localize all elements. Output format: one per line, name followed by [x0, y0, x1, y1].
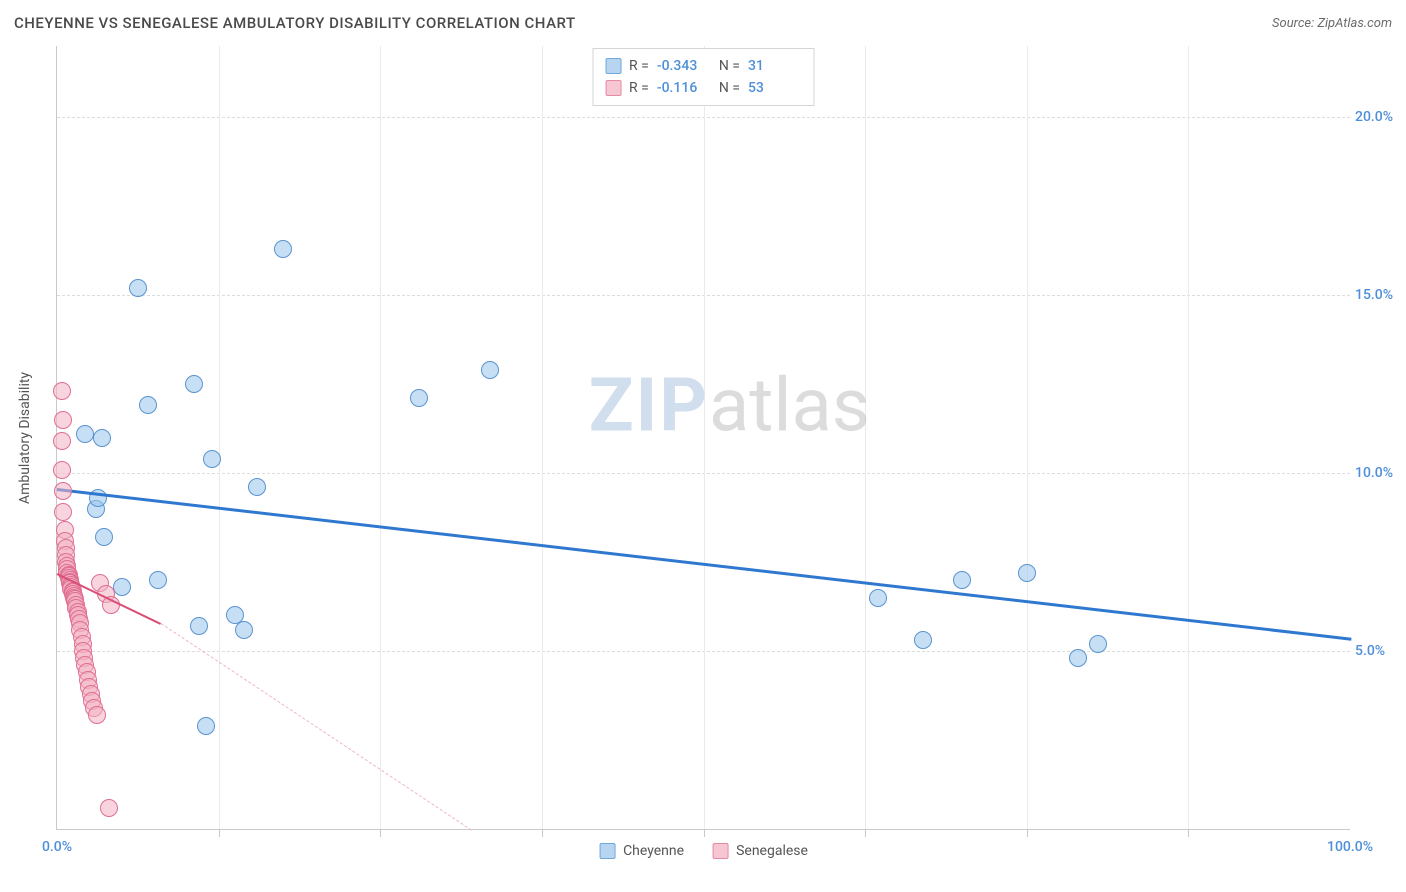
legend-stat-row: R = -0.343 N = 31	[605, 55, 802, 77]
scatter-point	[248, 478, 266, 496]
scatter-point	[274, 240, 292, 258]
scatter-point	[100, 799, 118, 817]
x-tick	[865, 829, 866, 837]
y-tick-label: 20.0%	[1355, 109, 1406, 125]
scatter-point	[1018, 564, 1036, 582]
scatter-point	[953, 571, 971, 589]
scatter-point	[149, 571, 167, 589]
x-tick	[380, 829, 381, 837]
legend-stats: R = -0.343 N = 31 R = -0.116 N = 53	[592, 48, 815, 106]
y-axis-title: Ambulatory Disability	[17, 371, 33, 503]
x-tick-label: 0.0%	[42, 839, 72, 855]
scatter-point	[1089, 635, 1107, 653]
legend-series-label: Cheyenne	[623, 843, 684, 859]
scatter-point	[88, 706, 106, 724]
x-tick	[1188, 829, 1189, 837]
y-tick-label: 10.0%	[1355, 465, 1406, 481]
legend-series-item: Cheyenne	[599, 843, 684, 859]
x-tick	[704, 829, 705, 837]
scatter-point	[185, 375, 203, 393]
x-tick-label: 100.0%	[1327, 839, 1373, 855]
source-name: ZipAtlas.com	[1317, 16, 1392, 31]
legend-r-label: R =	[629, 77, 649, 99]
legend-n-value: 31	[748, 55, 802, 77]
scatter-point	[113, 578, 131, 596]
scatter-point	[1069, 649, 1087, 667]
y-tick-label: 15.0%	[1355, 287, 1406, 303]
scatter-point	[203, 450, 221, 468]
scatter-point	[139, 396, 157, 414]
gridline-v	[380, 46, 381, 829]
gridline-v	[865, 46, 866, 829]
source-prefix: Source:	[1272, 16, 1317, 31]
legend-r-value: -0.343	[657, 55, 711, 77]
x-tick	[219, 829, 220, 837]
legend-series: Cheyenne Senegalese	[599, 843, 808, 859]
scatter-point	[197, 717, 215, 735]
legend-n-value: 53	[748, 77, 802, 99]
chart-header: CHEYENNE VS SENEGALESE AMBULATORY DISABI…	[14, 14, 1392, 32]
scatter-point	[481, 361, 499, 379]
scatter-plot: Ambulatory Disability ZIPatlas R =-0.343…	[56, 46, 1350, 830]
legend-swatch	[712, 843, 728, 859]
scatter-point	[410, 389, 428, 407]
gridline-v	[704, 46, 705, 829]
legend-n-label: N =	[719, 55, 740, 77]
watermark: ZIPatlas	[589, 363, 870, 450]
y-tick-label: 5.0%	[1355, 643, 1406, 659]
legend-swatch	[605, 58, 621, 74]
legend-series-item: Senegalese	[712, 843, 808, 859]
watermark-zip: ZIP	[589, 363, 709, 450]
legend-r-value: -0.116	[657, 77, 711, 99]
scatter-point	[95, 528, 113, 546]
scatter-point	[76, 425, 94, 443]
scatter-point	[53, 461, 71, 479]
legend-swatch	[605, 80, 621, 96]
scatter-point	[235, 621, 253, 639]
scatter-point	[93, 429, 111, 447]
gridline-v	[1027, 46, 1028, 829]
x-tick	[542, 829, 543, 837]
legend-stat-row: R = -0.116 N = 53	[605, 77, 802, 99]
scatter-point	[869, 589, 887, 607]
legend-series-label: Senegalese	[736, 843, 808, 859]
scatter-point	[53, 432, 71, 450]
chart-title: CHEYENNE VS SENEGALESE AMBULATORY DISABI…	[14, 14, 576, 32]
scatter-point	[129, 279, 147, 297]
scatter-point	[190, 617, 208, 635]
watermark-atlas: atlas	[709, 363, 870, 450]
chart-container: Ambulatory Disability ZIPatlas R = -0.343…	[14, 46, 1392, 872]
scatter-point	[54, 411, 72, 429]
legend-r-label: R =	[629, 55, 649, 77]
scatter-point	[53, 382, 71, 400]
legend-swatch	[599, 843, 615, 859]
legend-n-label: N =	[719, 77, 740, 99]
x-tick	[1027, 829, 1028, 837]
scatter-point	[54, 503, 72, 521]
gridline-v	[1188, 46, 1189, 829]
chart-source: Source: ZipAtlas.com	[1272, 16, 1392, 31]
scatter-point	[54, 482, 72, 500]
scatter-point	[914, 631, 932, 649]
gridline-v	[219, 46, 220, 829]
gridline-v	[542, 46, 543, 829]
